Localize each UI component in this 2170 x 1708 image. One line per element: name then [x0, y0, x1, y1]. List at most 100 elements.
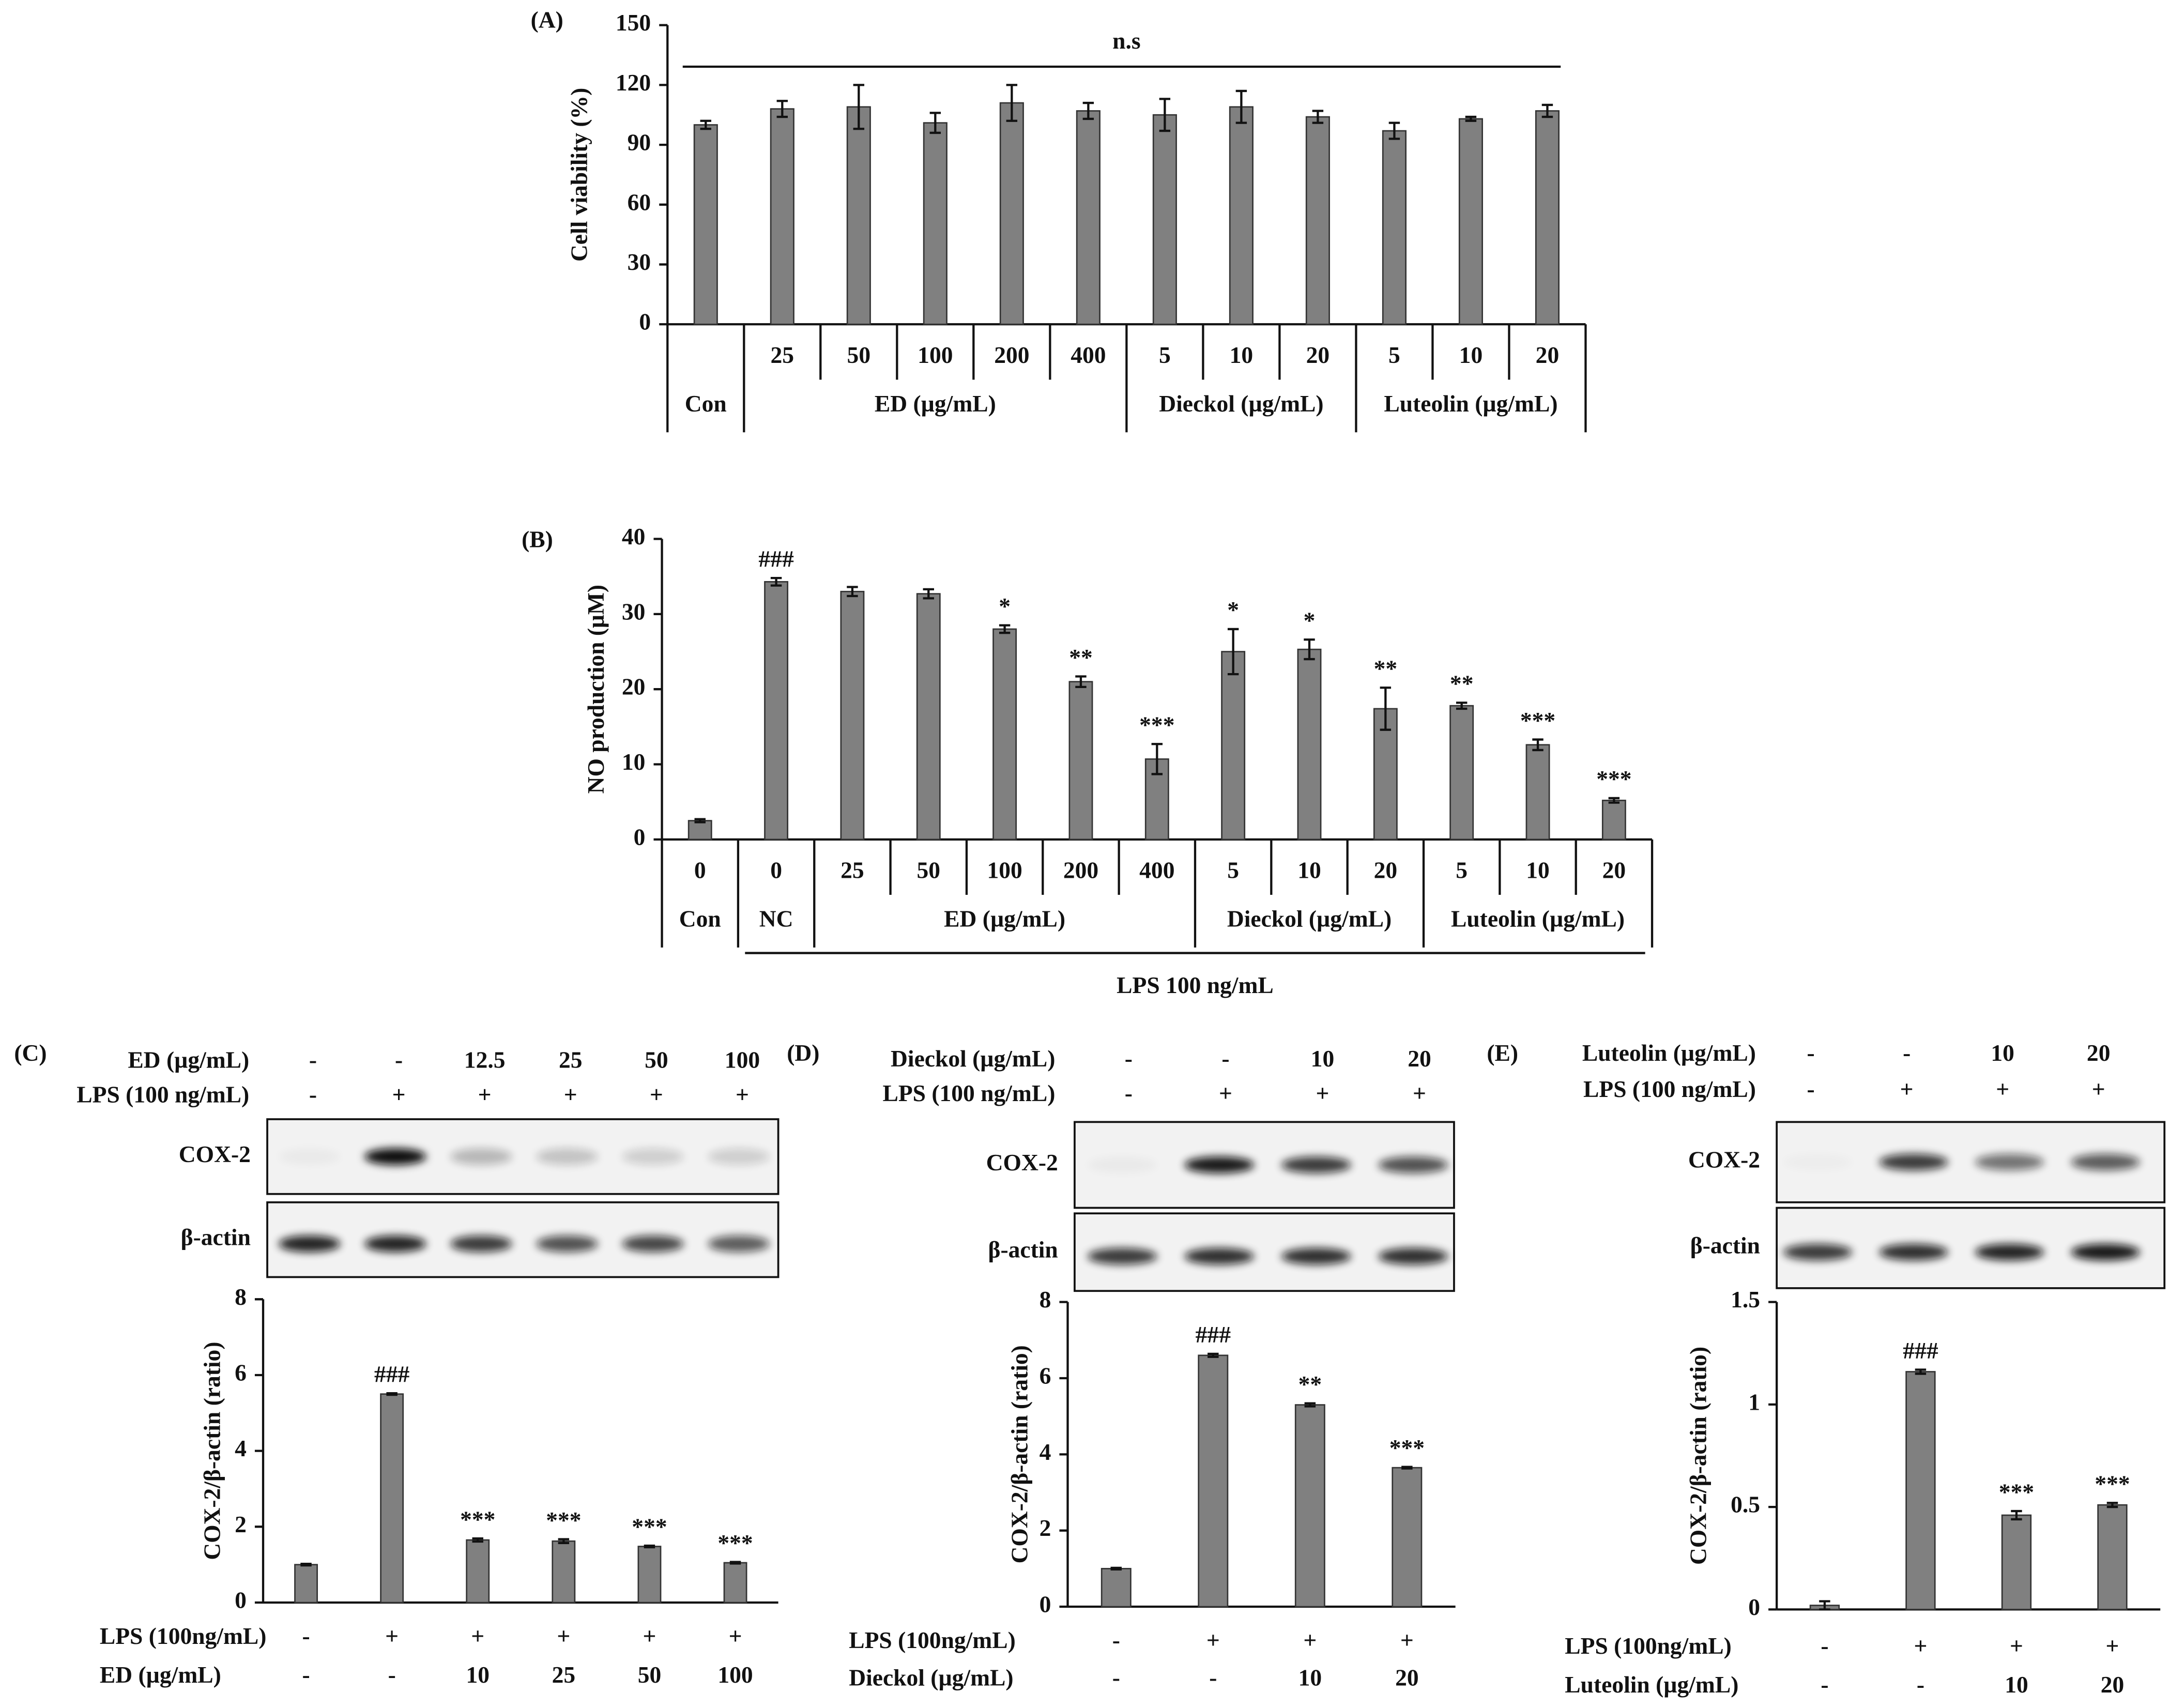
- y-axis-label: COX-2/β-actin (ratio): [1006, 1345, 1033, 1563]
- significance-label: ***: [717, 1530, 753, 1556]
- y-tick-label: 4: [1040, 1439, 1051, 1465]
- y-tick-label: 90: [628, 129, 651, 156]
- x-row-value: +: [1914, 1633, 1927, 1659]
- blot-lane-label: +: [1219, 1080, 1232, 1106]
- significance-label: ***: [1520, 707, 1555, 734]
- blot-band-label: COX-2: [986, 1149, 1058, 1176]
- bar: [1382, 130, 1407, 325]
- error-bar: [1082, 101, 1094, 120]
- blot-lane-label: 10: [1991, 1040, 2014, 1066]
- blot-band: [1184, 1156, 1255, 1173]
- error-bar: [1110, 1566, 1122, 1570]
- x-row-label: Dieckol (µg/mL): [849, 1664, 1013, 1690]
- x-row-label: LPS (100ng/mL): [1565, 1633, 1732, 1659]
- panel-label: (C): [14, 1040, 47, 1066]
- panel-label: (A): [531, 7, 563, 33]
- x-row-value: -: [1112, 1664, 1120, 1690]
- x-tick-label: 20: [1374, 857, 1398, 883]
- y-tick-label: 1.5: [1731, 1286, 1760, 1313]
- bar: [992, 628, 1017, 841]
- treatment-label: LPS 100 ng/mL: [1117, 972, 1274, 998]
- bar: [466, 1539, 490, 1604]
- blot-band-label: COX-2: [179, 1141, 251, 1167]
- significance-label: ***: [1596, 766, 1631, 792]
- y-tick-label: 8: [235, 1284, 247, 1310]
- group-label: Con: [679, 905, 721, 932]
- error-bar: [923, 588, 934, 600]
- panel-label: (D): [787, 1040, 819, 1066]
- blot-band: [1783, 1244, 1853, 1261]
- x-tick-label: 10: [1459, 342, 1483, 368]
- bar: [1294, 1404, 1325, 1608]
- blot-lane-label: -: [1125, 1045, 1133, 1072]
- blot-lane-label: +: [392, 1081, 406, 1108]
- blot-band-label: β-actin: [181, 1224, 251, 1250]
- x-row-value: +: [471, 1623, 484, 1649]
- x-row-value: 50: [638, 1661, 662, 1688]
- blot-band: [536, 1148, 598, 1165]
- x-tick-label: 400: [1139, 857, 1174, 883]
- x-tick-label: 50: [847, 342, 871, 368]
- y-tick-label: 0: [235, 1587, 247, 1613]
- error-bar: [1235, 89, 1247, 124]
- blot-band: [364, 1236, 426, 1253]
- x-row-value: +: [557, 1623, 570, 1649]
- blot-band: [1879, 1154, 1948, 1171]
- y-tick-label: 4: [235, 1435, 247, 1461]
- panel-label: (E): [1487, 1040, 1518, 1066]
- blot-band: [1783, 1154, 1853, 1170]
- y-tick-label: 2: [1040, 1515, 1051, 1541]
- group-label: Con: [685, 390, 727, 417]
- x-row-value: +: [1303, 1627, 1317, 1653]
- error-bar: [1541, 103, 1553, 118]
- bar: [687, 820, 712, 841]
- bar: [1297, 648, 1322, 841]
- group-label: ED (µg/mL): [944, 905, 1065, 932]
- error-bar: [1608, 797, 1620, 804]
- blot-band: [2071, 1154, 2140, 1171]
- blot-row-label: Dieckol (µg/mL): [891, 1045, 1055, 1072]
- x-tick-label: 5: [1456, 857, 1468, 883]
- x-row-value: 10: [466, 1661, 490, 1688]
- y-tick-label: 30: [628, 249, 651, 275]
- blot-band: [622, 1236, 684, 1253]
- blot-lane-label: -: [1807, 1076, 1815, 1102]
- error-bar: [386, 1392, 398, 1396]
- bar: [1392, 1467, 1423, 1608]
- blot-lane-label: +: [478, 1081, 492, 1108]
- error-bar: [847, 586, 858, 598]
- error-bar: [2011, 1509, 2022, 1521]
- y-tick-label: 0.5: [1731, 1491, 1760, 1518]
- x-row-value: -: [1917, 1671, 1924, 1698]
- x-tick-label: 5: [1388, 342, 1400, 368]
- blot-band: [1378, 1248, 1448, 1265]
- significance-label: *: [1227, 597, 1239, 623]
- x-row-value: +: [1400, 1627, 1414, 1653]
- x-tick-label: 20: [1306, 342, 1330, 368]
- bar: [923, 122, 948, 325]
- error-bar: [999, 624, 1011, 634]
- bar: [1535, 110, 1560, 325]
- bar: [1601, 799, 1626, 841]
- error-bar: [1151, 743, 1163, 775]
- bar: [1221, 651, 1246, 841]
- error-bar: [1227, 628, 1239, 676]
- blot-band: [1184, 1248, 1255, 1265]
- blot-lane-label: -: [1903, 1040, 1911, 1066]
- bar: [1525, 744, 1550, 841]
- blot-lane-label: 50: [645, 1047, 668, 1073]
- x-row-value: +: [2010, 1633, 2023, 1659]
- blot-lane-label: +: [564, 1081, 577, 1108]
- error-bar: [1388, 121, 1400, 140]
- blot-band: [1975, 1244, 2044, 1261]
- x-tick-label: 10: [1526, 857, 1550, 883]
- bar: [693, 124, 718, 325]
- blot-lane-label: -: [309, 1081, 317, 1108]
- bar: [1458, 118, 1483, 325]
- error-bar: [694, 818, 706, 823]
- blot-band: [1378, 1156, 1448, 1173]
- blot-row-label: LPS (100 ng/mL): [882, 1080, 1055, 1106]
- x-row-value: 10: [2005, 1671, 2028, 1698]
- blot-lane-label: -: [1221, 1045, 1229, 1072]
- blot-band: [279, 1148, 341, 1165]
